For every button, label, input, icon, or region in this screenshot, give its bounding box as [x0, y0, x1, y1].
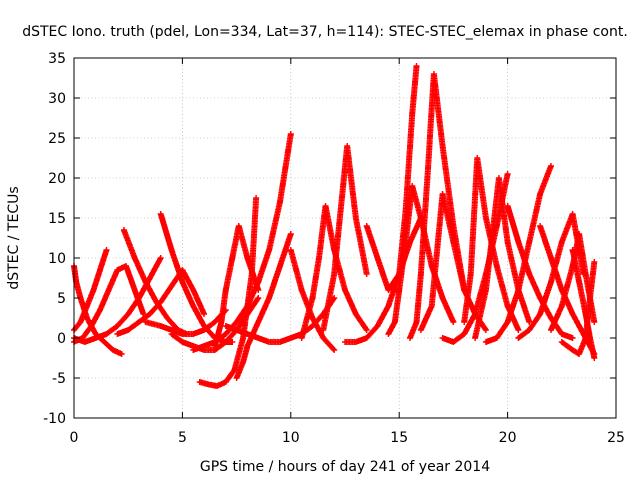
y-tick-label: -10: [43, 411, 66, 427]
series-marks: [157, 211, 236, 345]
x-tick-label: 25: [607, 430, 625, 446]
y-tick-label: -5: [52, 371, 66, 387]
chart-title: dSTEC Iono. truth (pdel, Lon=334, Lat=37…: [22, 24, 628, 40]
y-tick-labels: -10 -5 0 5 10 15 20 25 30 35: [43, 51, 66, 427]
grid: [74, 58, 616, 418]
x-tick-labels: 0 5 10 15 20 25: [70, 430, 625, 446]
y-tick-label: 35: [48, 51, 66, 67]
y-axis-label: dSTEC / TECUs: [6, 186, 22, 289]
y-tick-label: 0: [57, 331, 66, 347]
x-tick-label: 20: [499, 430, 517, 446]
series-arc24: [461, 155, 522, 333]
series-marks: [233, 231, 294, 381]
y-tick-label: 15: [48, 211, 66, 227]
series-arc17: [320, 143, 370, 333]
series-arc32: [569, 247, 598, 361]
series-arc26: [482, 163, 554, 345]
series-arc22: [417, 191, 489, 333]
y-tick-label: 20: [48, 171, 66, 187]
data-marks: [71, 63, 598, 389]
y-tick-label: 10: [48, 251, 66, 267]
series-marks: [320, 143, 370, 333]
y-tick-label: 30: [48, 91, 66, 107]
x-tick-label: 15: [390, 430, 408, 446]
series-marks: [114, 267, 208, 337]
series-arc6: [114, 267, 208, 337]
series-marks: [461, 155, 522, 333]
x-axis-label: GPS time / hours of day 241 of year 2014: [200, 459, 490, 475]
series-arc8: [157, 211, 236, 345]
x-tick-label: 5: [178, 430, 187, 446]
series-marks: [569, 247, 598, 361]
series-marks: [482, 163, 554, 345]
plot-frame: [73, 57, 617, 419]
series-marks: [417, 191, 489, 333]
y-tick-label: 25: [48, 131, 66, 147]
series-marks: [211, 223, 262, 349]
x-tick-label: 10: [282, 430, 300, 446]
series-arc13: [211, 223, 262, 349]
y-tick-label: 5: [57, 291, 66, 307]
series-arc12: [233, 231, 294, 381]
x-tick-label: 0: [70, 430, 79, 446]
axis-ticks: [73, 57, 617, 419]
